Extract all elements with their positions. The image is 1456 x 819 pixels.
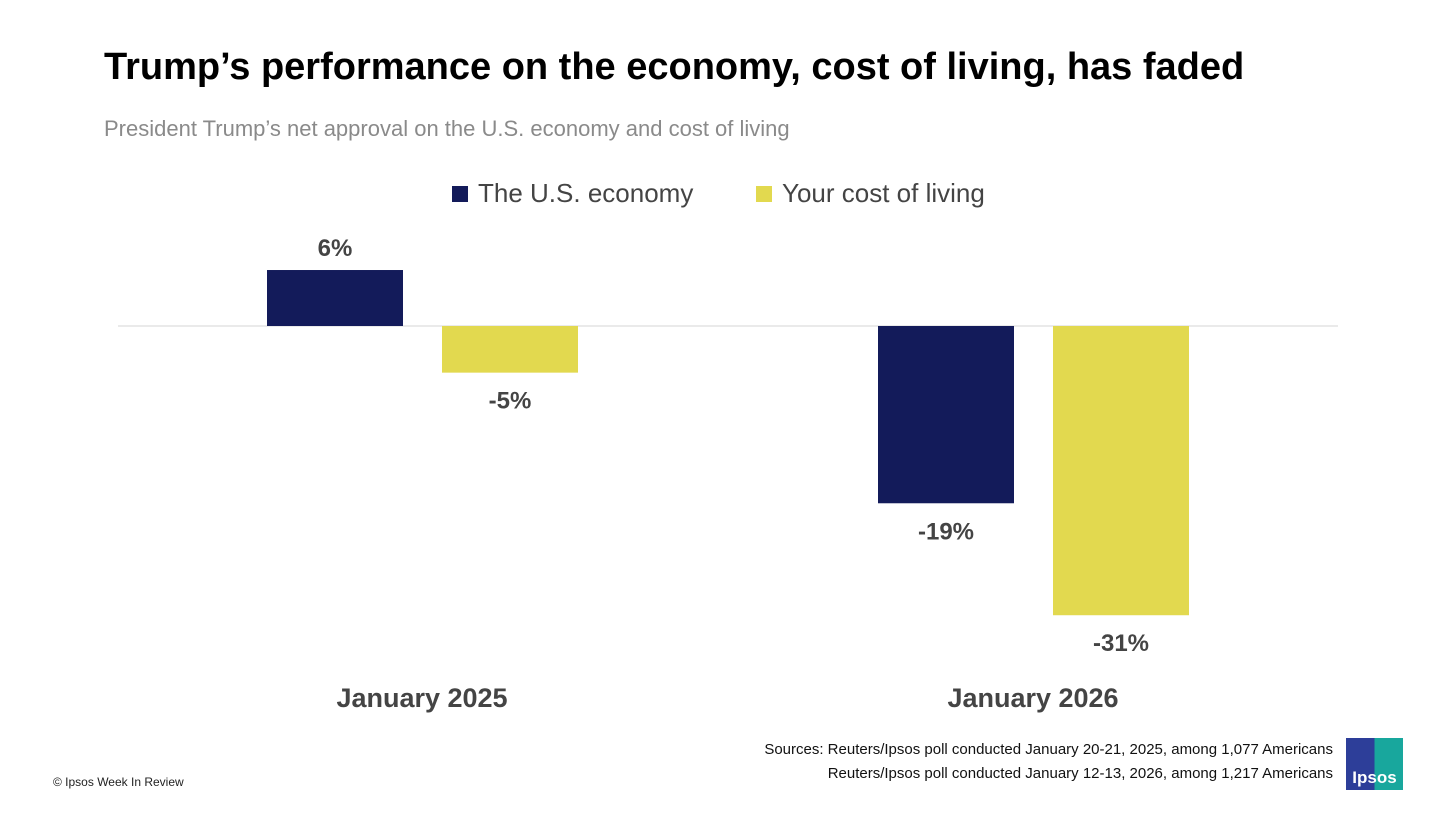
data-label: -31% — [1093, 630, 1149, 657]
legend-item-cost: Your cost of living — [756, 178, 985, 209]
legend-item-economy: The U.S. economy — [452, 178, 693, 209]
legend-swatch — [452, 185, 468, 202]
ipsos-logo: Ipsos — [1346, 738, 1403, 790]
bar — [1053, 326, 1189, 616]
chart-subtitle: President Trump’s net approval on the U.… — [104, 116, 790, 141]
data-label: -19% — [918, 518, 974, 545]
bar — [878, 326, 1014, 504]
category-label: January 2026 — [947, 683, 1118, 713]
legend-label: The U.S. economy — [478, 178, 694, 208]
source-line-1: Sources: Reuters/Ipsos poll conducted Ja… — [764, 741, 1333, 758]
data-label: -5% — [489, 388, 532, 415]
data-label: 6% — [318, 235, 353, 262]
bar — [442, 326, 578, 373]
chart-title: Trump’s performance on the economy, cost… — [104, 46, 1245, 88]
legend-label: Your cost of living — [782, 178, 985, 208]
legend-swatch — [756, 185, 772, 202]
source-line-2: Reuters/Ipsos poll conducted January 12-… — [827, 765, 1333, 782]
copyright: © Ipsos Week In Review — [53, 775, 184, 789]
bar — [267, 270, 403, 326]
category-label: January 2025 — [336, 683, 507, 713]
